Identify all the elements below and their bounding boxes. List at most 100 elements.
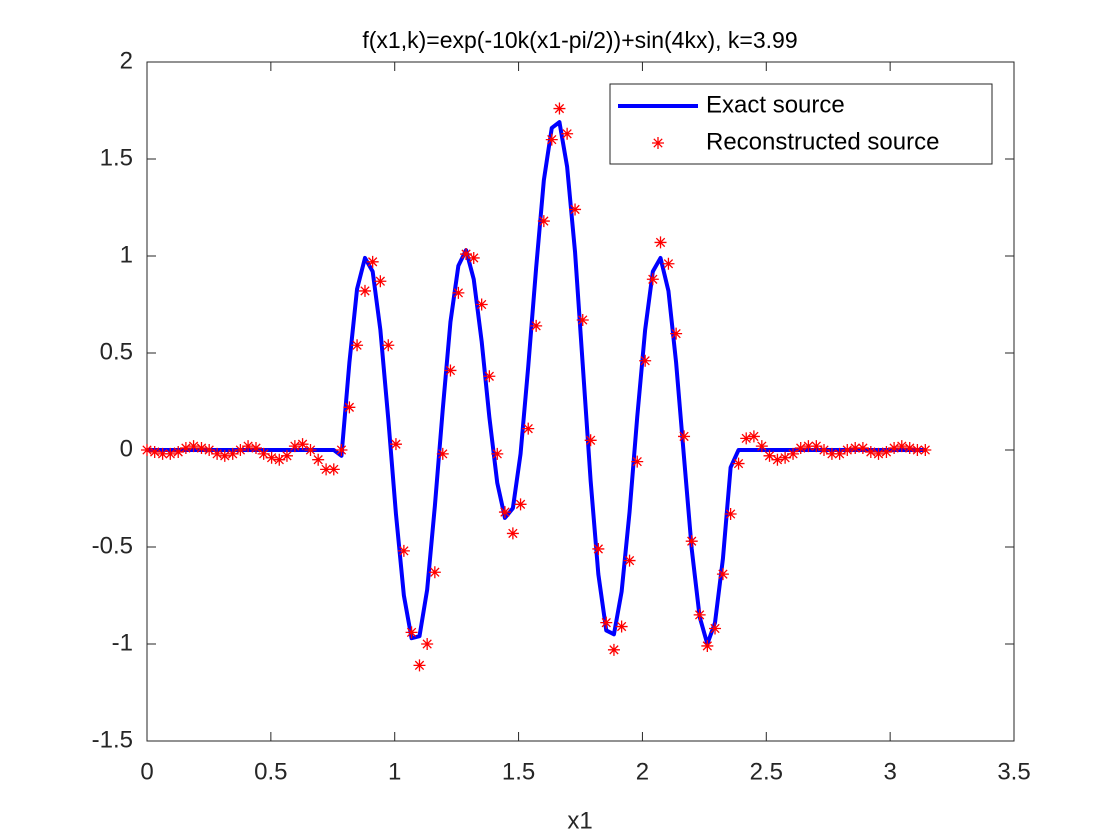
data-point xyxy=(475,298,488,311)
data-point xyxy=(335,444,348,456)
data-point xyxy=(265,451,278,464)
data-point xyxy=(872,447,885,460)
x-tick-label: 0 xyxy=(140,758,153,785)
legend-label: Reconstructed source xyxy=(706,128,939,155)
data-point xyxy=(716,568,729,581)
x-tick-label: 2 xyxy=(636,758,649,785)
data-point xyxy=(569,203,582,216)
data-point xyxy=(164,447,177,460)
data-point xyxy=(810,440,823,453)
data-point xyxy=(226,447,239,460)
data-point xyxy=(522,422,535,435)
y-tick-label: 2 xyxy=(120,47,133,74)
data-point xyxy=(273,453,286,466)
data-point xyxy=(452,286,465,299)
data-point xyxy=(288,440,301,453)
data-point xyxy=(351,339,364,352)
data-point xyxy=(615,620,628,633)
series-line xyxy=(147,120,926,646)
data-point xyxy=(343,401,356,414)
data-point xyxy=(421,638,434,650)
data-point xyxy=(639,354,652,367)
data-point xyxy=(195,442,208,455)
data-point xyxy=(141,444,153,456)
legend-label: Exact source xyxy=(706,91,845,118)
y-tick-label: -0.5 xyxy=(92,532,133,559)
data-point xyxy=(787,447,800,460)
data-point xyxy=(211,447,224,460)
data-point xyxy=(179,442,192,455)
data-point xyxy=(755,440,768,453)
x-tick-label: 0.5 xyxy=(254,758,287,785)
data-point xyxy=(678,430,691,443)
data-point xyxy=(802,440,815,453)
data-point xyxy=(600,616,613,629)
legend-box xyxy=(609,83,993,165)
data-point xyxy=(483,370,496,383)
data-point xyxy=(794,442,807,455)
data-point xyxy=(537,215,550,228)
data-point xyxy=(662,257,675,270)
data-point xyxy=(841,444,854,456)
y-tick-label: 0.5 xyxy=(100,338,133,365)
data-point xyxy=(312,453,325,466)
x-axis-label: x1 xyxy=(567,807,592,834)
data-point xyxy=(818,444,831,456)
plot-area xyxy=(146,61,1015,742)
data-point xyxy=(280,449,293,462)
data-point xyxy=(148,445,161,458)
data-point xyxy=(156,447,169,460)
data-point xyxy=(530,319,543,332)
data-point xyxy=(428,566,441,579)
x-tick-label: 3.5 xyxy=(997,758,1030,785)
data-point xyxy=(623,554,636,567)
x-tick-label: 1 xyxy=(388,758,401,785)
data-point xyxy=(888,442,901,455)
data-point xyxy=(405,626,418,639)
data-point xyxy=(654,236,667,249)
data-point xyxy=(670,327,683,340)
data-point xyxy=(919,444,932,456)
y-tick-label: 1.5 xyxy=(100,144,133,171)
data-point xyxy=(880,445,893,458)
y-tick-label: 1 xyxy=(120,241,133,268)
data-point xyxy=(491,447,504,460)
data-point xyxy=(856,442,869,455)
data-point xyxy=(320,463,333,476)
data-point xyxy=(701,639,714,652)
data-point xyxy=(763,449,776,462)
data-point xyxy=(864,445,877,458)
data-point xyxy=(203,444,216,456)
data-point xyxy=(584,434,597,447)
chart-title: f(x1,k)=exp(-10k(x1-pi/2))+sin(4kx), k=3… xyxy=(362,27,797,53)
data-point xyxy=(576,314,589,327)
data-point xyxy=(685,535,698,548)
data-point xyxy=(631,455,644,468)
data-point xyxy=(740,432,753,445)
data-point xyxy=(389,438,402,451)
data-point xyxy=(895,440,908,453)
data-point xyxy=(327,463,340,476)
data-point xyxy=(257,447,270,460)
data-point xyxy=(646,273,659,286)
data-point xyxy=(506,527,519,540)
data-point xyxy=(693,608,706,621)
data-point xyxy=(911,444,924,456)
data-point xyxy=(709,622,722,635)
data-point xyxy=(187,440,200,453)
data-point xyxy=(382,339,395,352)
data-point xyxy=(467,251,480,264)
data-point xyxy=(732,457,745,470)
data-point xyxy=(903,442,916,455)
data-point xyxy=(607,643,620,656)
data-point xyxy=(436,447,449,460)
data-point xyxy=(413,659,426,672)
y-tick-label: -1 xyxy=(112,629,133,656)
data-point xyxy=(553,102,566,115)
data-point xyxy=(771,453,784,466)
data-point xyxy=(498,506,511,519)
data-point xyxy=(234,444,247,456)
data-point xyxy=(172,445,185,458)
legend: Exact source Reconstructed source xyxy=(609,83,993,165)
x-tick-label: 2.5 xyxy=(750,758,783,785)
